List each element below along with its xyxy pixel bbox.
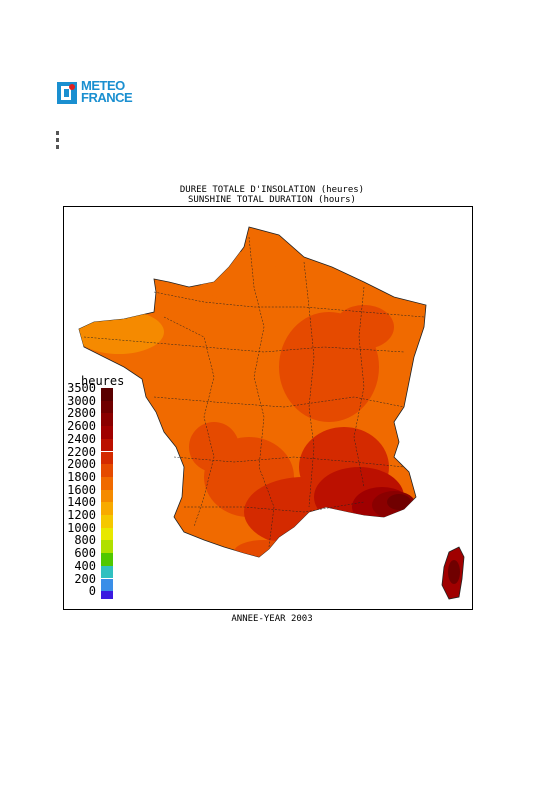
legend-label: 1000 [67,520,96,535]
legend-label: 2600 [67,419,96,434]
legend-label: 2800 [67,406,96,421]
legend-swatch [101,451,113,465]
legend-swatch [101,565,113,579]
france-sunshine-map [78,226,465,600]
legend-swatch [101,515,113,528]
legend-label: 400 [74,558,96,573]
map-title-en: SUNSHINE TOTAL DURATION (hours) [188,195,356,205]
legend-swatch [101,540,113,554]
logo-line2: FRANCE [81,90,133,105]
legend-swatch [101,502,113,515]
legend-swatch [101,464,113,477]
legend-swatch [101,489,113,503]
legend-label: 3000 [67,393,96,408]
meteo-france-logo: METEO FRANCE [57,78,141,108]
legend-label: 200 [74,571,96,586]
logo-line1: METEO [81,78,125,93]
legend-label: 1400 [67,495,96,510]
legend-swatch [101,527,113,541]
legend-swatch [101,426,113,439]
legend-label: 0 [88,584,96,599]
department-boundaries [83,236,425,548]
side-marks [56,131,60,152]
legend-swatch [101,413,113,427]
legend-label: 800 [74,533,96,548]
legend-swatch [101,591,113,600]
legend-label: 1800 [67,469,96,484]
legend-swatch [101,388,113,401]
year-label: ANNEE-YEAR 2003 [231,614,313,624]
legend-swatch [101,578,113,592]
meteo-france-logo-icon [57,82,77,104]
logo-text: METEO FRANCE [81,78,133,105]
legend-label: 2200 [67,444,96,459]
map-frame [63,206,473,610]
legend-label: 600 [74,546,96,561]
legend-label: 1600 [67,482,96,497]
legend-label: 2400 [67,431,96,446]
legend-swatch [101,476,113,490]
legend-label: 3500 [67,381,96,395]
legend-unit: heures [81,374,125,388]
legend-swatch [101,438,113,452]
legend-label: 2000 [67,457,96,472]
legend-swatch [101,400,113,414]
map-title-fr: DUREE TOTALE D'INSOLATION (heures) [179,185,365,195]
legend-label: 1200 [67,508,96,522]
legend-swatch [101,553,113,566]
